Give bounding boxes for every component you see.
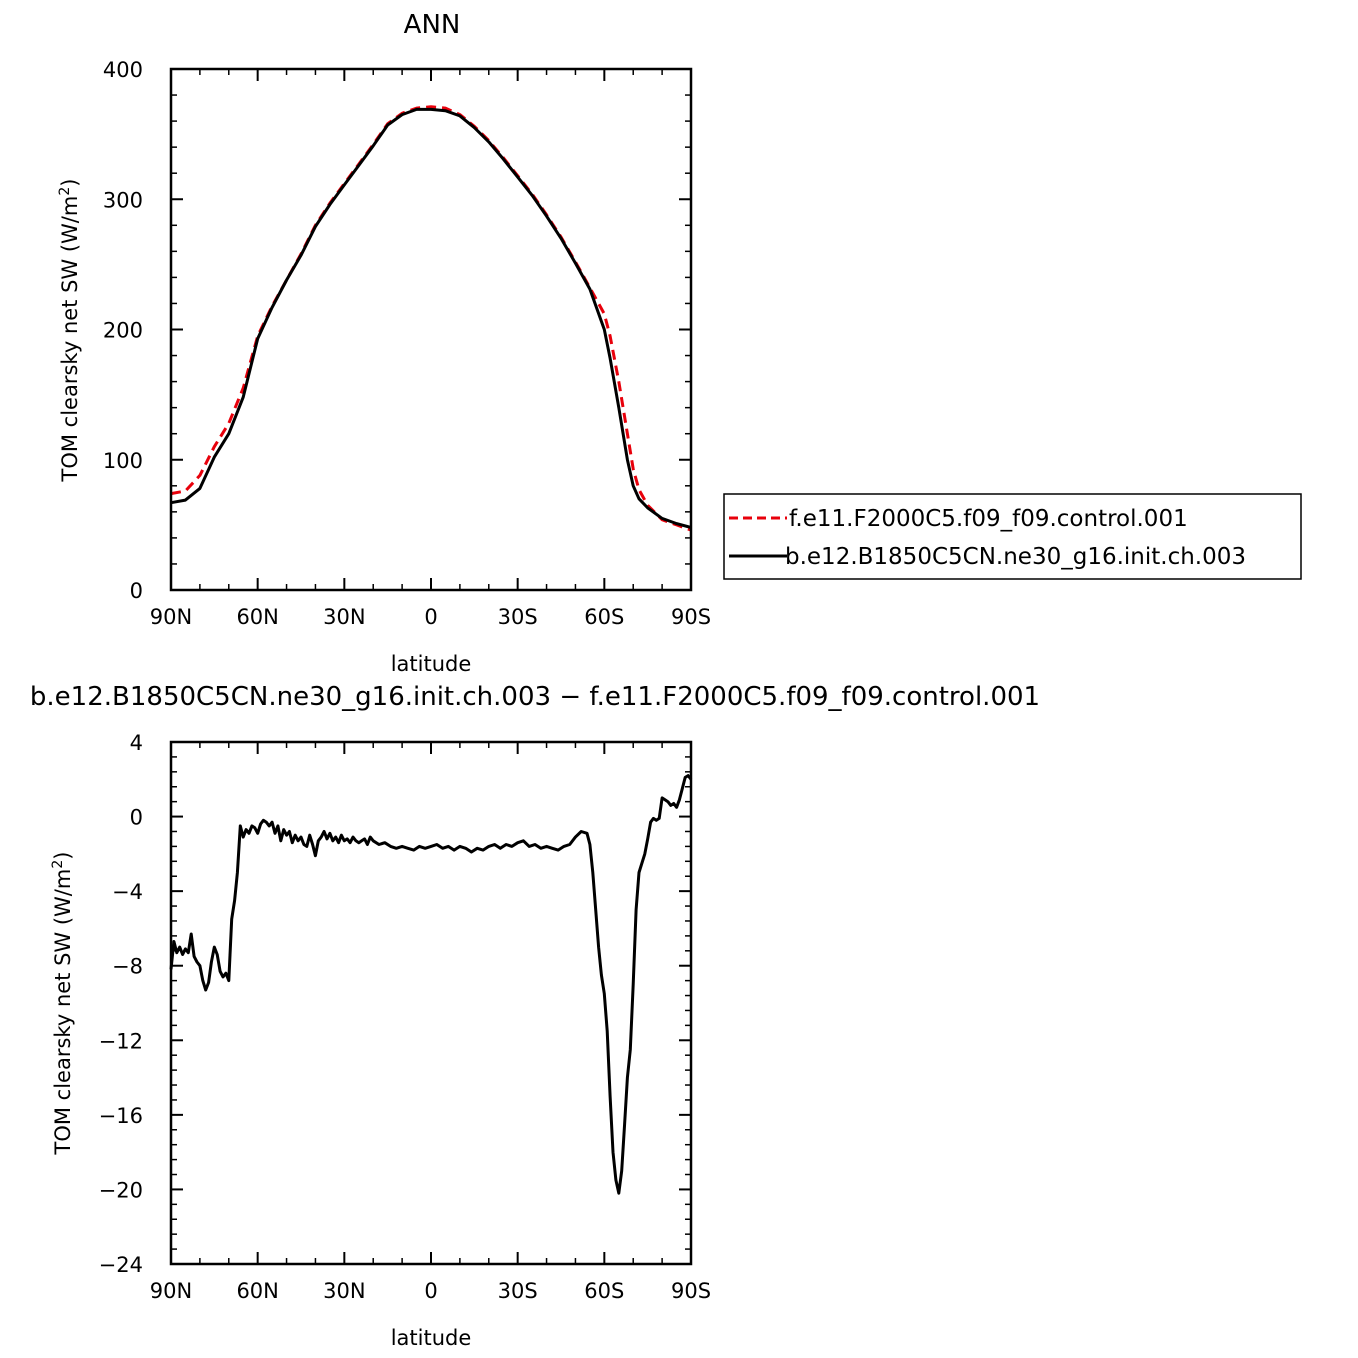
bottom-panel: b.e12.B1850C5CN.ne30_g16.init.ch.003 − f… [30, 682, 1040, 1350]
top-x-tick-label: 30N [323, 605, 365, 629]
top-x-tick-label: 60N [236, 605, 278, 629]
top-y-tick-label: 300 [103, 188, 143, 212]
legend-label-control: f.e11.F2000C5.f09_f09.control.001 [789, 506, 1188, 532]
bottom-panel-x-axis-label: latitude [391, 1326, 472, 1350]
bottom-x-tick-label: 90N [150, 1279, 192, 1303]
top-series-line-1 [170, 107, 692, 529]
top-panel-plot-frame [169, 67, 693, 592]
bottom-y-tick-label: 0 [130, 806, 143, 830]
top-panel-ticks: 90N 60N 30N 0 30S 60S 90S 0 100 200 300 400 [103, 58, 711, 629]
bottom-x-tick-label: 60S [584, 1279, 624, 1303]
bottom-panel-ticks: 90N 60N 30N 0 30S 60S 90S −24 −20 −16 −12 −8 −4 0 4 [99, 731, 711, 1303]
bottom-y-tick-label: −8 [112, 955, 143, 979]
legend-label-coupled: b.e12.B1850C5CN.ne30_g16.init.ch.003 [785, 544, 1246, 570]
top-y-tick-label: 400 [103, 58, 143, 82]
bottom-panel-series [169, 774, 693, 1195]
bottom-y-tick-label: −12 [99, 1029, 143, 1053]
bottom-y-tick-label: −4 [112, 880, 143, 904]
top-x-tick-label: 90S [671, 605, 711, 629]
bottom-panel-plot-frame [169, 740, 693, 1266]
top-x-tick-label: 60S [584, 605, 624, 629]
top-x-tick-label: 30S [498, 605, 538, 629]
bottom-y-tick-label: −16 [99, 1104, 143, 1128]
top-y-tick-label: 200 [103, 319, 143, 343]
top-panel-x-axis-label: latitude [391, 652, 472, 676]
bottom-y-tick-label: −24 [99, 1253, 143, 1277]
bottom-panel-title: b.e12.B1850C5CN.ne30_g16.init.ch.003 − f… [30, 682, 1040, 712]
top-x-tick-label: 0 [424, 605, 437, 629]
legend: f.e11.F2000C5.f09_f09.control.001 b.e12.… [723, 493, 1302, 580]
bottom-x-tick-label: 90S [671, 1279, 711, 1303]
bottom-x-tick-label: 30N [323, 1279, 365, 1303]
bottom-x-tick-label: 30S [498, 1279, 538, 1303]
bottom-series-line-0 [169, 774, 693, 1195]
bottom-panel-y-axis-label: TOM clearsky net SW (W/m2) [50, 852, 75, 1156]
bottom-y-tick-label: 4 [130, 731, 143, 755]
top-panel: ANN 90N 60N 30N 0 30S 60S 90S 0 100 200 300 400 lat… [57, 10, 1302, 676]
legend-box [723, 493, 1302, 580]
bottom-y-tick-label: −20 [99, 1178, 143, 1202]
top-panel-title: ANN [404, 10, 461, 40]
top-x-tick-label: 90N [150, 605, 192, 629]
top-series-line-0 [170, 105, 692, 532]
top-panel-series [170, 105, 692, 532]
bottom-x-tick-label: 60N [236, 1279, 278, 1303]
top-panel-y-axis-label: TOM clearsky net SW (W/m2) [57, 179, 82, 483]
top-y-tick-label: 0 [130, 579, 143, 603]
bottom-x-tick-label: 0 [424, 1279, 437, 1303]
top-y-tick-label: 100 [103, 449, 143, 473]
